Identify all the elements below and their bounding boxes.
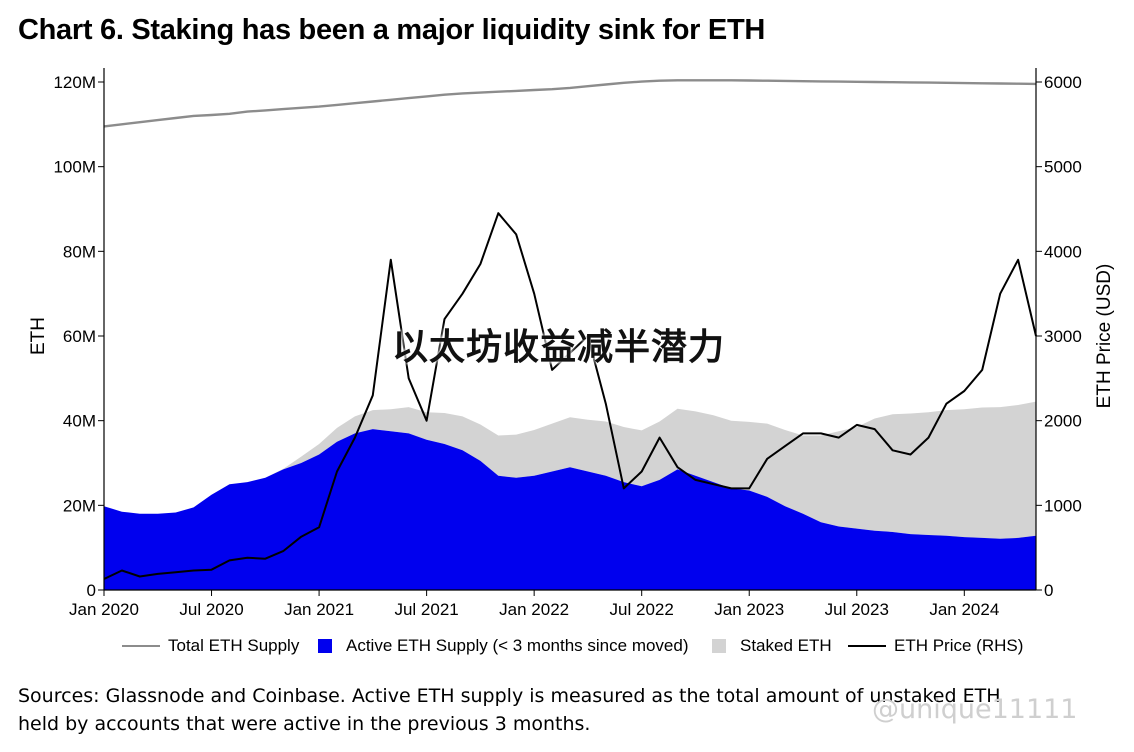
chart-title: Chart 6. Staking has been a major liquid… — [18, 14, 766, 46]
y2-axis-label: ETH Price (USD) — [1094, 264, 1115, 409]
overlay-text: 以太坊收益减半潜力 — [392, 327, 726, 368]
y-tick-label: 80M — [63, 242, 96, 261]
legend-label-staked: Staked ETH — [740, 636, 832, 655]
y2-tick-label: 4000 — [1044, 242, 1082, 261]
legend-item-active-supply: Active ETH Supply (< 3 months since move… — [318, 636, 689, 656]
x-tick-label: Jan 2020 — [69, 600, 139, 619]
chart-legend: Total ETH Supply Active ETH Supply (< 3 … — [0, 632, 1134, 662]
y-tick-label: 0 — [87, 581, 96, 600]
legend-label-total-supply: Total ETH Supply — [168, 636, 300, 655]
x-tick-label: Jul 2023 — [825, 600, 889, 619]
watermark: @unique11111 — [872, 694, 1078, 725]
active-eth-supply-area — [104, 429, 1036, 590]
y-axis-label: ETH — [28, 317, 49, 355]
eth-price-line — [103, 212, 1037, 580]
y2-tick-label: 1000 — [1044, 496, 1082, 515]
y2-tick-label: 3000 — [1044, 327, 1082, 346]
x-tick-label: Jul 2022 — [610, 600, 674, 619]
y-tick-label: 20M — [63, 496, 96, 515]
legend-swatch-total-supply — [122, 645, 160, 647]
y-tick-label: 100M — [53, 158, 96, 177]
y2-tick-label: 2000 — [1044, 412, 1082, 431]
legend-item-price: ETH Price (RHS) — [848, 636, 1023, 656]
x-tick-label: Jan 2021 — [284, 600, 354, 619]
legend-label-active-supply: Active ETH Supply (< 3 months since move… — [346, 636, 689, 655]
legend-swatch-active-supply — [318, 639, 332, 653]
chart-svg: 0 20M 40M 60M 80M 100M 120M 0 1000 2000 3000 4000 50… — [28, 68, 1115, 619]
x-tick-label: Jan 2024 — [929, 600, 999, 619]
legend-label-price: ETH Price (RHS) — [894, 636, 1024, 655]
legend-item-staked: Staked ETH — [712, 636, 832, 656]
sources-note: Sources: Glassnode and Coinbase. Active … — [18, 685, 1001, 735]
x-tick-label: Jan 2022 — [499, 600, 569, 619]
staked-eth-area — [104, 401, 1036, 539]
total-eth-supply-line — [103, 79, 1037, 128]
x-tick-label: Jul 2020 — [179, 600, 243, 619]
y-tick-label: 120M — [53, 73, 96, 92]
x-tick-label: Jul 2021 — [394, 600, 458, 619]
y2-tick-label: 0 — [1044, 581, 1053, 600]
y2-tick-label: 6000 — [1044, 73, 1082, 92]
legend-swatch-staked — [712, 639, 726, 653]
legend-item-total-supply: Total ETH Supply — [122, 636, 299, 656]
y2-tick-label: 5000 — [1044, 158, 1082, 177]
y-tick-label: 60M — [63, 327, 96, 346]
legend-swatch-price — [848, 645, 886, 647]
y-tick-label: 40M — [63, 412, 96, 431]
x-tick-label: Jan 2023 — [714, 600, 784, 619]
